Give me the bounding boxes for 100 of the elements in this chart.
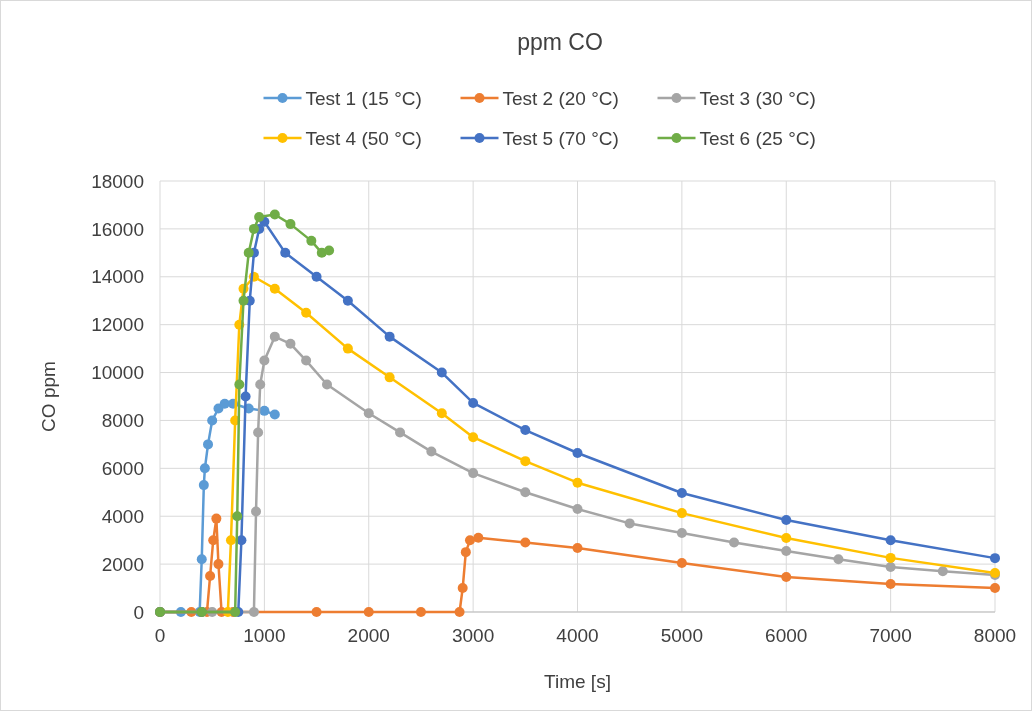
point — [676, 557, 687, 568]
point — [342, 343, 353, 354]
y-tick-label: 6000 — [101, 457, 144, 479]
y-tick-label: 0 — [133, 601, 144, 623]
point — [520, 425, 531, 436]
y-tick-label: 18000 — [91, 170, 144, 192]
point — [311, 607, 322, 617]
point — [259, 355, 270, 366]
point — [285, 219, 296, 230]
point — [729, 537, 740, 548]
legend-label: Test 4 (50 °C) — [305, 127, 422, 149]
x-tick-label: 4000 — [556, 625, 599, 646]
point — [572, 504, 583, 515]
x-tick-label: 7000 — [869, 625, 912, 646]
y-tick-label: 4000 — [101, 505, 144, 527]
point — [676, 488, 687, 498]
point — [240, 391, 251, 402]
point — [454, 607, 465, 617]
point — [464, 535, 475, 546]
point — [342, 295, 353, 306]
point — [251, 506, 262, 517]
point — [207, 415, 218, 426]
point — [990, 583, 1000, 594]
x-tick-label: 0 — [154, 625, 166, 646]
y-tick-label: 8000 — [101, 410, 144, 432]
point — [781, 533, 792, 544]
point — [781, 545, 792, 556]
point — [990, 553, 1000, 564]
y-tick-label: 2000 — [101, 553, 144, 575]
y-axis-title: CO ppm — [37, 361, 59, 432]
point — [624, 518, 635, 529]
point — [322, 379, 332, 390]
point — [885, 561, 896, 572]
point — [363, 408, 374, 419]
point — [280, 247, 291, 258]
x-tick-label: 8000 — [973, 625, 1017, 646]
point — [203, 439, 214, 450]
point — [572, 477, 583, 488]
point — [208, 535, 219, 546]
x-tick-label: 6000 — [765, 625, 808, 646]
point — [243, 247, 254, 258]
point — [269, 283, 280, 294]
point — [269, 209, 280, 220]
point — [426, 446, 437, 457]
point — [937, 566, 948, 577]
point — [248, 223, 259, 234]
point — [285, 338, 296, 349]
point — [520, 537, 531, 548]
point — [833, 554, 844, 565]
point — [520, 456, 531, 467]
point — [198, 480, 209, 491]
legend-label: Test 5 (70 °C) — [502, 127, 619, 149]
point — [468, 432, 479, 443]
point — [415, 607, 426, 617]
point — [572, 448, 583, 459]
point — [196, 554, 207, 565]
point — [248, 607, 259, 617]
point — [238, 295, 249, 306]
point — [885, 552, 896, 563]
point — [269, 331, 280, 342]
point — [269, 409, 280, 420]
point — [301, 307, 312, 318]
legend-label: Test 3 (30 °C) — [699, 87, 816, 109]
point — [234, 379, 245, 390]
point — [436, 408, 447, 419]
y-tick-label: 16000 — [91, 218, 144, 240]
point — [363, 607, 374, 617]
point — [460, 547, 471, 558]
point — [676, 508, 687, 519]
x-tick-label: 2000 — [347, 625, 390, 646]
y-tick-label: 10000 — [91, 362, 144, 384]
legend-label: Test 2 (20 °C) — [502, 87, 619, 109]
point — [213, 559, 224, 570]
point — [457, 583, 468, 594]
y-tick-label: 12000 — [91, 314, 144, 336]
legend-label: Test 6 (25 °C) — [699, 127, 816, 149]
point — [384, 372, 395, 383]
point — [199, 463, 210, 474]
point — [781, 515, 792, 526]
point — [473, 532, 484, 543]
point — [211, 513, 222, 524]
point — [253, 427, 264, 438]
x-tick-label: 3000 — [451, 625, 495, 646]
point — [468, 397, 479, 408]
legend-label: Test 1 (15 °C) — [305, 87, 422, 109]
x-axis-title: Time [s] — [544, 670, 611, 692]
chart-title: ppm CO — [517, 29, 603, 55]
point — [572, 543, 583, 554]
point — [384, 331, 395, 342]
point — [885, 535, 896, 546]
point — [255, 379, 266, 390]
point — [254, 211, 265, 222]
point — [301, 355, 312, 366]
point — [324, 245, 335, 256]
y-tick-label: 14000 — [91, 266, 144, 288]
point — [225, 535, 236, 546]
point — [885, 578, 896, 589]
point — [232, 511, 243, 522]
point — [520, 487, 531, 498]
point — [395, 427, 406, 438]
